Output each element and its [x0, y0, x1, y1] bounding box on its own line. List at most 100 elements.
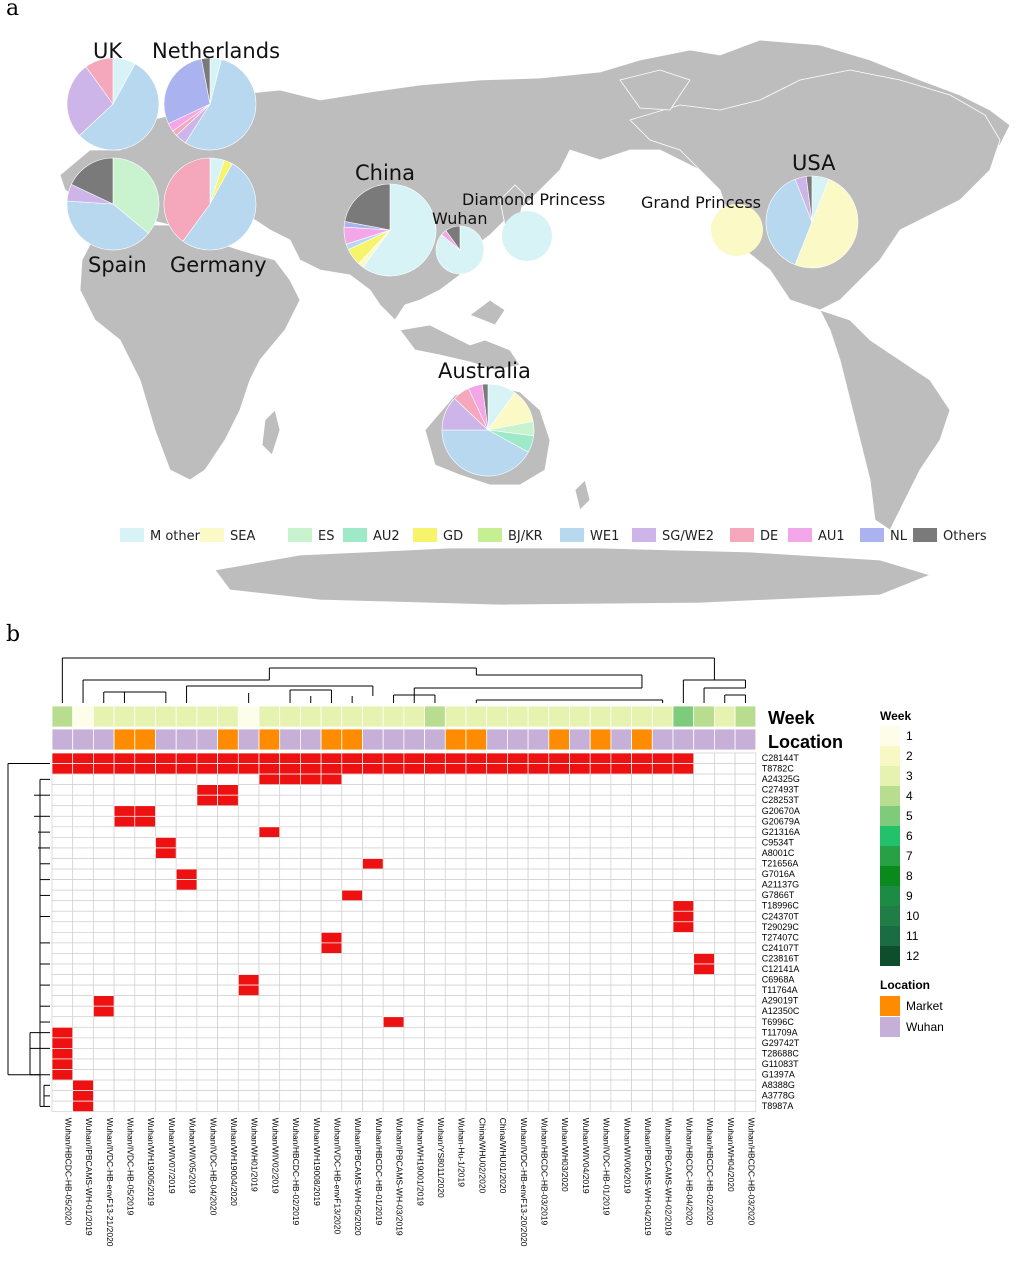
mutation-cell-absent [424, 794, 446, 807]
mutation-cell-absent [403, 868, 425, 880]
mutation-cell-absent [548, 1100, 570, 1113]
mutation-cell-absent [155, 921, 177, 933]
legend-item-sg-we2: SG/WE2 [632, 528, 714, 544]
mutation-cell-absent [486, 1037, 508, 1049]
mutation-cell-absent [672, 963, 695, 975]
mutation-cell-absent [569, 932, 591, 944]
mutation-cell-absent [93, 826, 115, 838]
mutation-cell-present [486, 752, 508, 764]
mutation-cell-absent [631, 794, 653, 807]
mutation-cell-absent [465, 984, 488, 997]
column-label: Wuhan/IVDC-HB-envF13-21/2020 [105, 1118, 115, 1247]
mutation-cell-absent [589, 900, 612, 912]
mutation-cell-absent [527, 995, 550, 1007]
mutation-cell-absent [217, 805, 239, 817]
panel-b-heatmap: b Week Location Week Location C28144T T87… [0, 622, 1029, 1280]
location-cell [382, 728, 405, 751]
mutation-cell-absent [714, 921, 736, 933]
mutation-cell-absent [217, 868, 239, 880]
panel-b-letter: b [6, 622, 21, 647]
pie-label-grand-princess: Grand Princess [641, 193, 761, 212]
mutation-cell-absent [217, 900, 239, 912]
mutation-cell-absent [631, 837, 653, 849]
location-cell [424, 728, 446, 751]
mutation-cell-absent [155, 805, 177, 817]
mutation-cell-absent [51, 858, 74, 870]
mutation-cell-absent [486, 805, 508, 817]
mutation-cell-present [237, 974, 260, 986]
mutation-cell-absent [589, 1079, 612, 1091]
mutation-cell-absent [134, 921, 156, 933]
mutation-cell-absent [465, 1016, 488, 1028]
mutation-cell-absent [589, 837, 612, 849]
mutation-cell-absent [155, 995, 177, 1007]
column-label: Wuhan/WH01/2019 [250, 1118, 260, 1192]
mutation-cell-absent [175, 1090, 198, 1102]
mutation-cell-absent [217, 1090, 239, 1102]
week-legend-label: 11 [906, 929, 919, 943]
location-cell [113, 728, 136, 751]
mutation-cell-absent [589, 868, 612, 880]
mutation-cell-present [651, 752, 674, 764]
mutation-cell-absent [300, 868, 322, 880]
mutation-cell-absent [155, 773, 177, 786]
mutation-cell-present [362, 752, 384, 764]
pie-slice-m-others [362, 183, 437, 277]
mutation-cell-absent [196, 837, 218, 849]
week-cell [362, 705, 384, 728]
week-legend-label: 10 [906, 909, 920, 923]
mutation-cell-absent [569, 921, 591, 933]
mutation-cell-absent [444, 1026, 467, 1039]
week-cell [610, 705, 633, 728]
mutation-cell-absent [465, 879, 488, 891]
mutation-cell-absent [672, 1026, 695, 1039]
mutation-cell-absent [610, 784, 632, 796]
mutation-cell-absent [444, 953, 467, 965]
mutation-cell-absent [279, 921, 301, 933]
mutation-cell-absent [155, 910, 177, 923]
mutation-cell-absent [424, 868, 446, 880]
mutation-cell-absent [134, 784, 156, 796]
mutation-cell-absent [196, 1069, 218, 1081]
mutation-cell-absent [693, 1100, 715, 1113]
location-cell [93, 728, 115, 751]
mutation-cell-absent [610, 1037, 632, 1049]
mutation-cell-absent [734, 847, 757, 859]
mutation-cell-absent [734, 1079, 757, 1091]
mutation-cell-absent [631, 1100, 653, 1113]
mutation-cell-absent [734, 1026, 757, 1039]
location-cell [569, 728, 591, 751]
mutation-cell-absent [279, 889, 301, 902]
mutation-cell-absent [237, 847, 260, 859]
mutation-cell-absent [175, 942, 198, 954]
mutation-cell-absent [175, 1079, 198, 1091]
mutation-cell-present [258, 752, 281, 764]
mutation-cell-absent [217, 1079, 239, 1091]
legend-swatch [343, 528, 367, 542]
mutation-cell-absent [175, 984, 198, 997]
mutation-cell-absent [569, 794, 591, 807]
mutation-cell-present [196, 784, 218, 796]
mutation-cell-present [134, 752, 156, 764]
mutation-cell-absent [341, 963, 363, 975]
pie-slice-others [201, 57, 211, 105]
mutation-cell-absent [134, 1069, 156, 1081]
mutation-cell-absent [589, 995, 612, 1007]
mutation-cell-absent [714, 858, 736, 870]
mutation-cell-absent [72, 974, 94, 986]
mutation-cell-absent [672, 1079, 695, 1091]
mutation-cell-absent [217, 1048, 239, 1060]
mutation-cell-absent [320, 900, 343, 912]
mutation-cell-absent [693, 847, 715, 859]
mutation-cell-absent [382, 1048, 405, 1060]
mutation-cell-absent [300, 1069, 322, 1081]
mutation-cell-absent [631, 1016, 653, 1028]
mutation-cell-absent [300, 942, 322, 954]
mutation-cell-absent [610, 1005, 632, 1018]
mutation-cell-absent [237, 1090, 260, 1102]
mutation-cell-absent [196, 1048, 218, 1060]
mutation-cell-absent [693, 921, 715, 933]
mutation-cell-absent [155, 794, 177, 807]
mutation-cell-absent [279, 1069, 301, 1081]
mutation-cell-absent [113, 910, 136, 923]
